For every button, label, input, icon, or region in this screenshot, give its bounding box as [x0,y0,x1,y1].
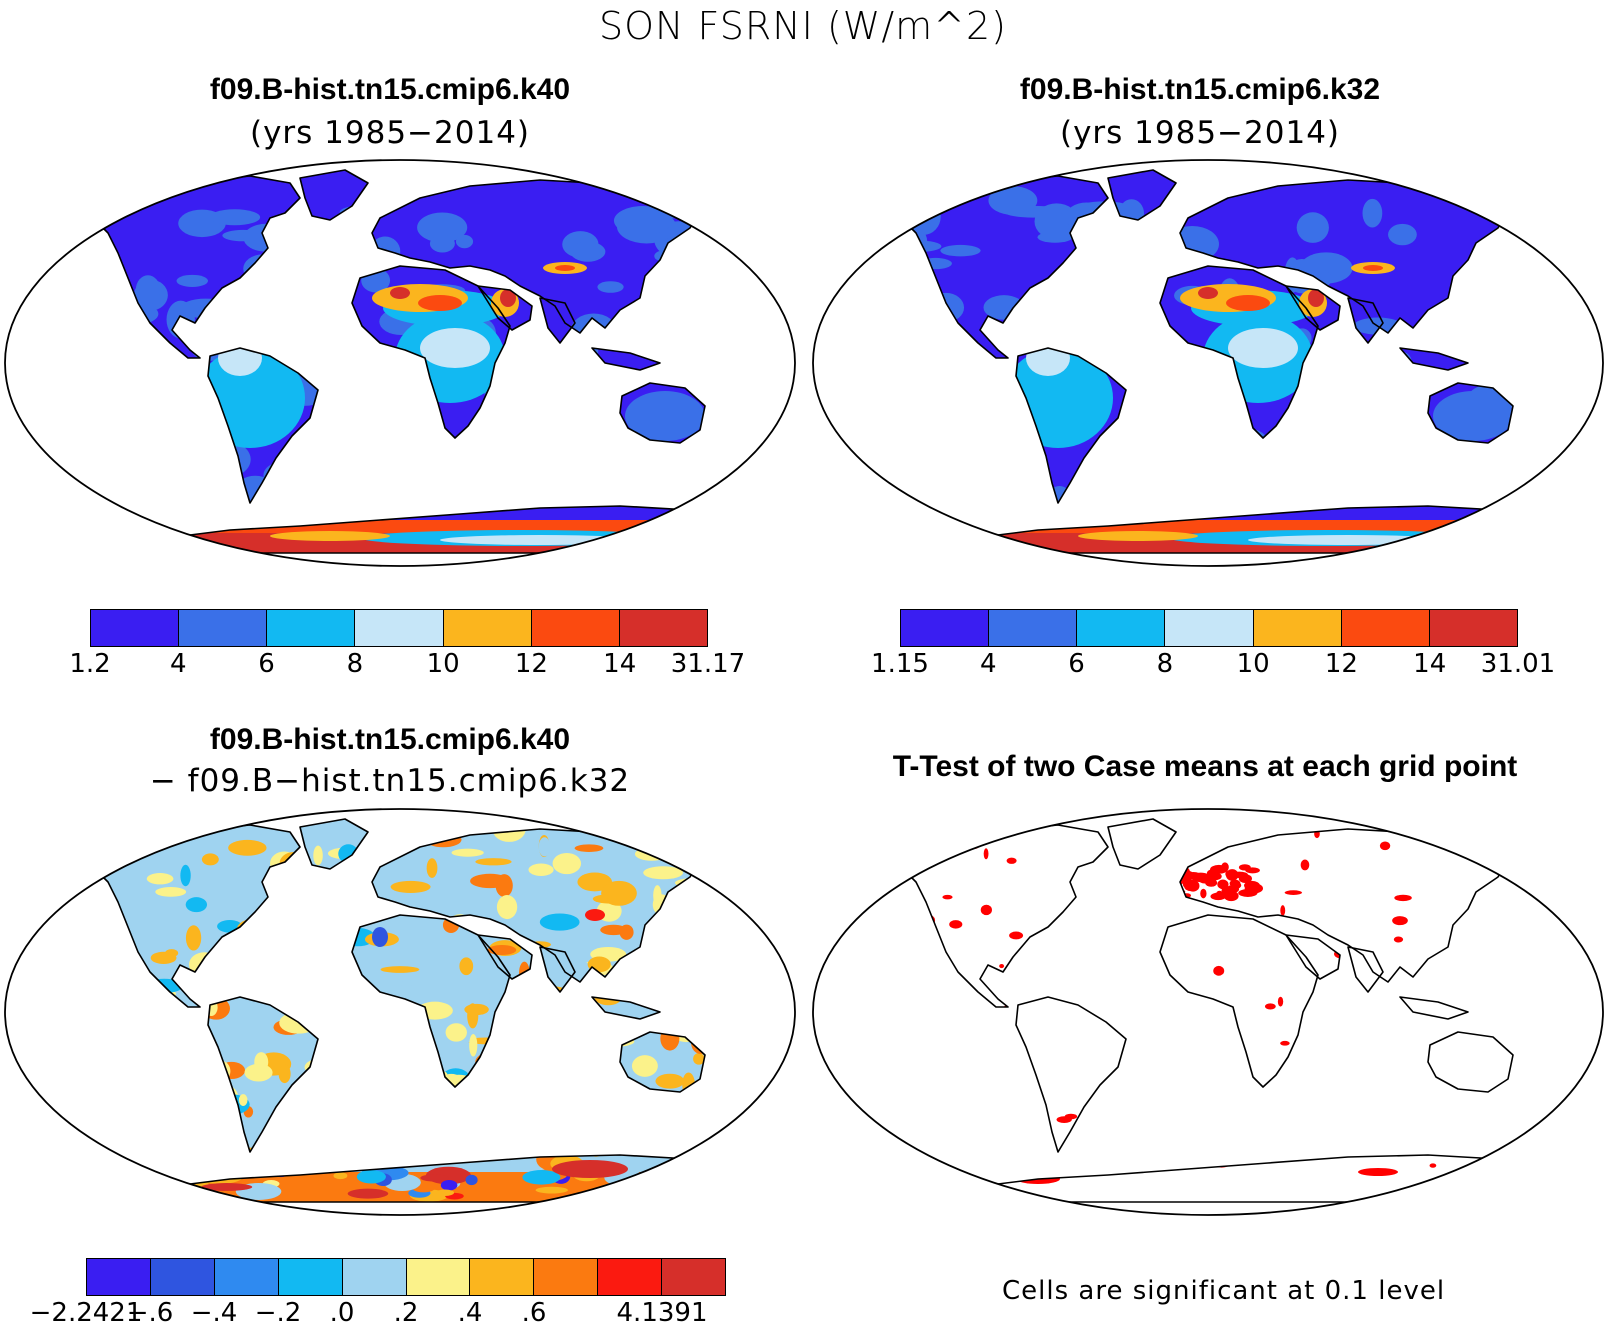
colorbar-segment [278,1259,343,1295]
panel-1-subtitle: (yrs 1985−2014) [249,115,531,151]
colorbar-bar [900,609,1518,647]
colorbar-segment [619,610,707,646]
colorbar-bar [86,1258,726,1296]
colorbar-tick-label: .6 [521,1298,547,1328]
panel-2-subtitle: (yrs 1985−2014) [1059,115,1341,151]
colorbar-segment [342,1259,407,1295]
colorbar-tick-label: 4 [170,649,187,679]
colorbar-segment [150,1259,215,1295]
colorbar-tick-label: 6 [258,649,275,679]
colorbar-tick-label: −.4 [190,1298,238,1328]
colorbar-tick-label: .2 [393,1298,419,1328]
colorbar-tick-label: 6 [1068,649,1085,679]
map-panel-2 [812,159,1604,567]
colorbar-tick-label: 10 [426,649,460,679]
colorbar-segment [531,610,620,646]
colorbar-tick-label: −.6 [126,1298,174,1328]
colorbar-tick-label: −2.2421 [29,1298,143,1328]
main-title: SON FSRNI (W/m^2) [598,4,1008,48]
colorbar-segment [267,610,356,646]
colorbar-segment [355,610,444,646]
colorbar-segment [1253,610,1342,646]
colorbar-segment [87,1259,151,1295]
panel-3-title: f09.B-hist.tn15.cmip6.k40 [209,723,571,756]
colorbar-2: 1.15 4 6 8 10 12 14 31.01 [871,609,1555,687]
colorbar-1: 1.2 4 6 8 10 12 14 31.17 [69,609,745,687]
colorbar-tick-label: .4 [457,1298,483,1328]
colorbar-tick-label: 1.15 [871,649,929,679]
colorbar-segment [179,610,268,646]
colorbar-tick-label: 8 [1156,649,1174,679]
colorbar-segment [91,610,180,646]
colorbar-tick-label: .0 [329,1298,355,1328]
colorbar-segment [534,1259,599,1295]
colorbar-segment [901,610,990,646]
colorbar-tick-label: 1.2 [69,649,111,679]
colorbar-tick-label: 31.01 [1480,649,1556,679]
colorbar-bar [90,609,708,647]
colorbar-segment [1077,610,1166,646]
map-panel-4 [812,808,1604,1216]
colorbar-tick-label: 14 [1413,649,1447,679]
colorbar-3: −2.2421 −.6 −.4 −.2 .0 .2 .4 .6 4.1391 [30,1258,726,1336]
colorbar-tick-label: 14 [603,649,637,679]
colorbar-segment [443,610,532,646]
colorbar-tick-label: −.2 [254,1298,302,1328]
colorbar-tick-label: 4 [980,649,997,679]
colorbar-segment [989,610,1078,646]
colorbar-tick-label: 8 [346,649,364,679]
panel-4-title: T-Test of two Case means at each grid po… [892,750,1518,783]
significance-note: Cells are significant at 0.1 level [1002,1276,1446,1306]
map-panel-1 [4,159,796,567]
colorbar-segment [1429,610,1517,646]
colorbar-segment [406,1259,471,1295]
colorbar-tick-label: 4.1391 [616,1298,708,1328]
map-panel-3 [4,808,796,1216]
panel-2-title: f09.B-hist.tn15.cmip6.k32 [1019,73,1381,106]
colorbar-segment [598,1259,663,1295]
colorbar-segment [662,1259,726,1295]
colorbar-tick-label: 10 [1236,649,1270,679]
panel-1-title: f09.B-hist.tn15.cmip6.k40 [209,73,571,106]
colorbar-tick-label: 12 [1324,649,1358,679]
colorbar-segment [1165,610,1254,646]
colorbar-tick-label: 12 [514,649,548,679]
colorbar-segment [470,1259,535,1295]
colorbar-tick-label: 31.17 [670,649,746,679]
colorbar-segment [214,1259,279,1295]
colorbar-segment [1341,610,1430,646]
panel-3-subtitle: − f09.B−hist.tn15.cmip6.k32 [149,763,631,799]
